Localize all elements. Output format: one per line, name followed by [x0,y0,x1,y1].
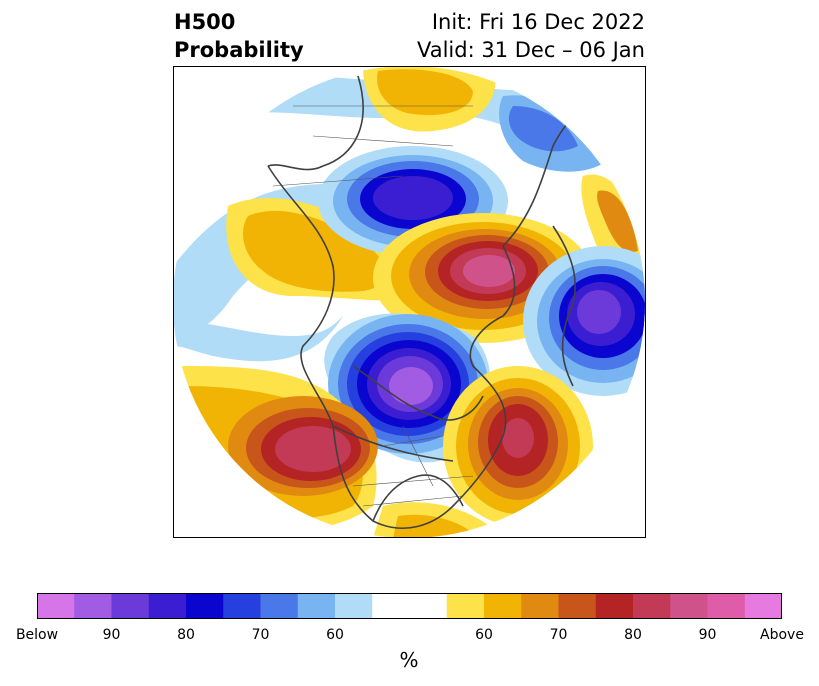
colorbar-segment [223,593,261,619]
colorbar-tick-label: Above [760,627,804,643]
colorbar-segment [297,593,336,619]
colorbar-tick-label: 70 [549,627,568,643]
colorbar-segment [521,593,559,619]
map-frame [173,66,646,538]
colorbar-segment [484,593,522,619]
colorbar-segment [37,593,75,619]
colorbar-segment [558,593,597,619]
colorbar-segment [595,593,634,619]
colorbar-tick-label: 60 [475,627,493,643]
colorbar-tick-label: 90 [698,627,717,643]
colorbar-segment [670,593,708,619]
init-time: Init: Fri 16 Dec 2022 [431,10,645,34]
colorbar-tick-label: 90 [102,627,121,643]
colorbar-tick-label: 80 [177,627,195,643]
variable-title: H500 [174,10,236,34]
colorbar-segment [335,593,373,619]
colorbar-segment [744,593,782,619]
colorbar-frame [37,593,782,619]
colorbar-segment [372,593,410,619]
colorbar-segment [74,593,112,619]
colorbar-tick-label: 70 [251,627,270,643]
colorbar [37,593,782,619]
region-light-blue-band [173,316,343,362]
colorbar-segment [148,593,187,619]
colorbar-segment [260,593,299,619]
title-right: Init: Fri 16 Dec 2022 Valid: 31 Dec – 06… [417,8,645,64]
colorbar-segment [111,593,150,619]
colorbar-tick-label: 60 [326,627,344,643]
variable-subtitle: Probability [174,38,304,62]
colorbar-segment [707,593,746,619]
colorbar-tick-label: 80 [624,627,642,643]
colorbar-unit: % [399,648,419,672]
colorbar-segment [186,593,224,619]
title-left: H500 Probability [174,8,304,64]
coastlines [267,75,614,529]
probability-map [173,66,646,538]
colorbar-segment [633,593,671,619]
valid-time: Valid: 31 Dec – 06 Jan [416,38,645,62]
borders [272,105,474,507]
probability-field [173,66,645,538]
colorbar-tick-label: Below [15,627,59,643]
colorbar-segment [446,593,485,619]
colorbar-segment [409,593,448,619]
